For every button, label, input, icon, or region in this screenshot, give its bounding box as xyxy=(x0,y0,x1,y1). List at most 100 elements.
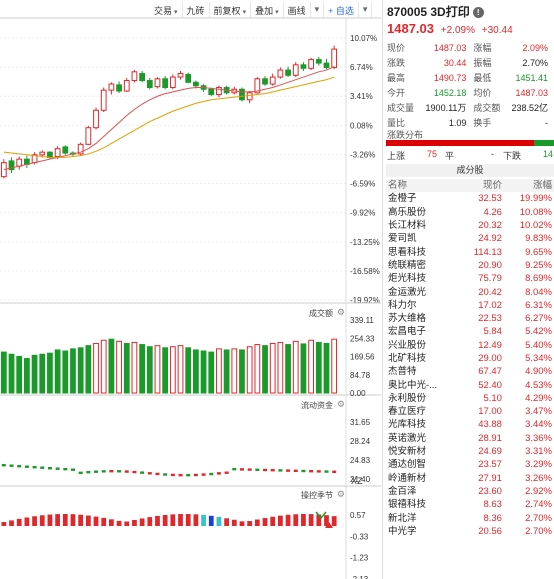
column-header-change[interactable]: 涨幅 xyxy=(503,179,554,193)
stock-change-cell: 2.70% xyxy=(525,512,552,524)
stock-name-cell: 英诺激光 xyxy=(388,432,427,444)
season-bar xyxy=(1,522,7,526)
table-row[interactable]: 中光学 20.56 2.70% xyxy=(386,525,554,538)
stock-price-cell: 20.32 xyxy=(478,220,502,232)
table-row[interactable]: 兴业股份 12.49 5.40% xyxy=(386,339,554,352)
volume-bar xyxy=(185,347,192,394)
column-header-price[interactable]: 现价 xyxy=(459,179,504,193)
quote-value: 1.09 xyxy=(448,117,467,128)
table-row[interactable]: 奥比中光-... 52.40 4.53% xyxy=(386,378,554,391)
volume-bar xyxy=(323,342,330,394)
stock-change-cell: 8.69% xyxy=(525,273,552,285)
table-row[interactable]: 金运激光 20.42 8.04% xyxy=(386,285,554,298)
quote-label: 现价 xyxy=(387,43,406,53)
season-bar xyxy=(39,515,45,526)
fund-mark xyxy=(109,470,114,473)
table-row[interactable]: 高乐股份 4.26 10.08% xyxy=(386,206,554,219)
components-title: 成分股 xyxy=(386,164,554,177)
season-bar xyxy=(101,517,107,526)
up-label: 上涨 xyxy=(387,151,406,161)
fund-mark xyxy=(216,472,221,475)
add-watchlist-button[interactable]: + 自选 xyxy=(324,2,359,18)
components-table: 名称 现价 涨幅 金橙子 32.53 19.99% 高乐股份 4.26 10.08% 长江材… xyxy=(386,179,554,538)
stock-change-cell: 6.31% xyxy=(525,299,552,311)
table-row[interactable]: 悦安新材 24.69 3.31% xyxy=(386,445,554,458)
info-icon[interactable]: ! xyxy=(472,7,484,19)
volume-bar xyxy=(254,344,261,394)
table-row[interactable]: 永利股份 5.10 4.29% xyxy=(386,392,554,405)
volume-bar xyxy=(331,338,338,394)
table-row[interactable]: 岭通新材 27.91 3.26% xyxy=(386,472,554,485)
candle-body xyxy=(16,158,23,167)
stock-price-cell: 52.40 xyxy=(478,379,502,391)
volume-bar xyxy=(246,346,253,394)
table-row[interactable]: 北矿科技 29.00 5.34% xyxy=(386,352,554,365)
table-row[interactable]: 金百泽 23.60 2.92% xyxy=(386,485,554,498)
volume-axis-label: 84.78 xyxy=(350,371,371,380)
column-header-name[interactable]: 名称 xyxy=(386,179,460,193)
table-row[interactable]: 爱司凯 24.92 9.83% xyxy=(386,232,554,245)
table-row[interactable]: 思看科技 114.13 9.65% xyxy=(386,245,554,258)
volume-bar xyxy=(223,349,230,394)
table-row[interactable]: 统联精密 20.90 9.25% xyxy=(386,259,554,272)
table-row[interactable]: 银禧科技 8.63 2.74% xyxy=(386,498,554,511)
table-row[interactable]: 苏大维格 22.53 6.27% xyxy=(386,312,554,325)
gear-icon[interactable]: ⚙ xyxy=(336,399,345,409)
table-row[interactable]: 春立医疗 17.00 3.47% xyxy=(386,405,554,418)
table-row[interactable]: 炬光科技 75.79 8.69% xyxy=(386,272,554,285)
candle-body xyxy=(162,78,169,89)
volume-bar xyxy=(116,340,122,394)
toolbar-ninegrid-button[interactable]: 九砖 xyxy=(183,2,210,18)
season-bar xyxy=(224,518,229,526)
toolbar-overlay-menu[interactable]: 叠加 ▾ xyxy=(251,2,284,18)
stock-price-cell: 17.02 xyxy=(478,299,502,311)
table-row[interactable]: 英诺激光 28.91 3.36% xyxy=(386,432,554,445)
toolbar-more-icon[interactable]: ▾ xyxy=(359,2,373,18)
price-line: 1487.03 +2.09% +30.44 xyxy=(387,21,513,36)
fund-mark xyxy=(101,470,106,473)
fund-axis-label: 21.40 xyxy=(350,475,371,484)
table-row[interactable]: 科力尔 17.02 6.31% xyxy=(386,299,554,312)
flat-label: 平 xyxy=(445,151,455,161)
gear-icon[interactable]: ⚙ xyxy=(336,307,345,317)
season-bar xyxy=(47,514,53,526)
season-bar xyxy=(55,514,60,526)
chevron-down-icon[interactable]: ▾ xyxy=(311,2,325,18)
season-bar xyxy=(170,514,176,526)
stock-price-cell: 5.84 xyxy=(483,326,502,338)
table-row[interactable]: 宏昌电子 5.84 5.42% xyxy=(386,325,554,338)
toolbar-trade-menu[interactable]: 交易 ▾ xyxy=(150,2,183,18)
candle-body xyxy=(54,148,61,158)
table-row[interactable]: 通达创智 23.57 3.29% xyxy=(386,458,554,471)
fund-axis-label: 28.24 xyxy=(350,437,371,446)
stock-name-cell: 苏大维格 xyxy=(388,313,427,325)
season-bar xyxy=(85,515,91,526)
season-bar xyxy=(324,515,329,526)
fund-mark xyxy=(117,470,122,473)
candle-body xyxy=(85,127,92,145)
fund-mark xyxy=(47,467,52,470)
volume-bar xyxy=(93,342,99,394)
table-row[interactable]: 金橙子 32.53 19.99% xyxy=(386,192,554,205)
toolbar-adjust-menu[interactable]: 前复权 ▾ xyxy=(210,2,252,18)
volume-bar xyxy=(154,345,161,394)
table-row[interactable]: 光库科技 43.88 3.44% xyxy=(386,418,554,431)
volume-bar xyxy=(200,350,207,394)
flat-count: - xyxy=(491,149,494,159)
season-axis-label: -1.23 xyxy=(350,554,369,563)
stock-change-cell: 3.44% xyxy=(525,419,552,431)
fund-mark xyxy=(309,470,314,473)
table-row[interactable]: 新北洋 8.36 2.70% xyxy=(386,511,554,524)
volume-axis-label: 169.56 xyxy=(350,353,375,362)
candle-body xyxy=(39,151,46,156)
volume-bar xyxy=(239,349,245,394)
candle-body xyxy=(139,73,145,82)
table-row[interactable]: 长江材料 20.32 10.02% xyxy=(386,219,554,232)
table-row[interactable]: 杰普特 67.47 4.90% xyxy=(386,365,554,378)
toolbar-draw-button[interactable]: 画线 xyxy=(284,2,311,18)
quote-label: 振幅 xyxy=(473,58,492,68)
gear-icon[interactable]: ⚙ xyxy=(336,489,345,499)
stock-price-cell: 24.69 xyxy=(478,446,502,458)
candle-body xyxy=(300,64,307,69)
candle-body xyxy=(269,76,276,85)
